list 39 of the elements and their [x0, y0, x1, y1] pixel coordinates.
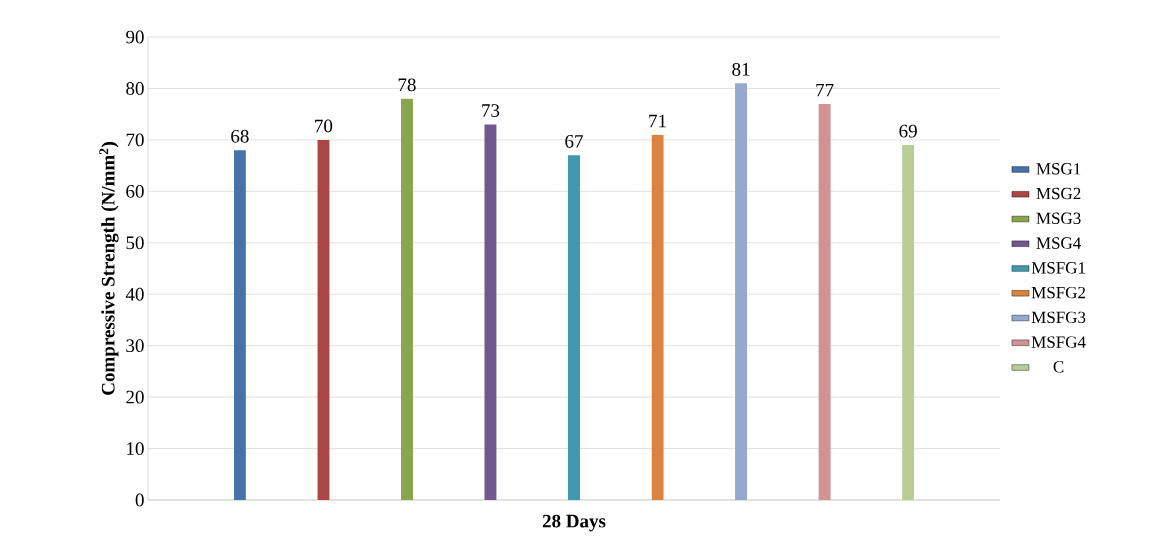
y-tick-label: 10 — [127, 442, 144, 455]
bar — [233, 150, 246, 500]
bar — [735, 83, 748, 500]
bar — [651, 134, 664, 500]
y-tick-label: 60 — [126, 184, 144, 198]
data-label: 78 — [398, 78, 416, 92]
data-label: 70 — [315, 119, 333, 133]
legend-label: MSFG2 — [1031, 286, 1086, 299]
y-tick-label: 90 — [126, 30, 144, 44]
y-tick-label: 50 — [126, 236, 144, 250]
y-tick-label: 80 — [126, 82, 144, 95]
y-tick-label: 0 — [135, 493, 144, 507]
legend-label: MSG1 — [1036, 163, 1081, 175]
data-label: 73 — [482, 104, 500, 117]
y-tick-label: 40 — [125, 287, 144, 301]
data-label: 71 — [649, 114, 666, 128]
y-tick-label: 70 — [126, 133, 144, 147]
legend-label: C — [1053, 361, 1064, 373]
data-label: 81 — [732, 62, 750, 76]
bar — [400, 98, 413, 500]
y-tick-label: 20 — [126, 390, 144, 404]
legend-label: MSFG1 — [1031, 262, 1085, 274]
bar — [818, 103, 831, 500]
data-label: 68 — [231, 129, 249, 143]
x-axis-title: 28 Days — [542, 514, 606, 532]
legend-label: MSG3 — [1036, 212, 1081, 225]
bar — [317, 139, 330, 500]
bar — [484, 124, 497, 500]
legend-label: MSG2 — [1036, 187, 1081, 200]
legend-label: MSFG3 — [1031, 311, 1086, 324]
bar — [568, 155, 581, 500]
y-tick-label: 30 — [126, 339, 144, 353]
y-axis-title: Compressive Strength (N/mm$^{2}$) — [99, 142, 119, 395]
legend-label: MSG4 — [1036, 237, 1082, 249]
data-label: 77 — [816, 83, 834, 97]
data-label: 67 — [565, 135, 583, 148]
data-label: 69 — [899, 124, 917, 138]
bar — [902, 145, 915, 500]
legend-label: MSFG4 — [1031, 336, 1086, 348]
